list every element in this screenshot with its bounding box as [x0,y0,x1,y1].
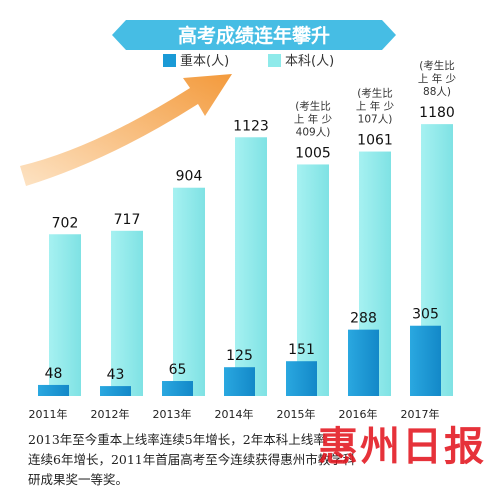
legend-swatch-dark [163,54,176,67]
value-label-benke: 904 [176,169,203,185]
value-label-zhongben: 43 [107,367,125,383]
legend: 重本(人) 本科(人) [163,53,334,69]
caption-line-3: 研成果奖一等奖。 [28,472,129,487]
bar-zhongben-2016年 [348,329,379,396]
x-tick-label: 2015年 [277,407,316,421]
bar-zhongben-2015年 [286,361,317,396]
x-tick-label: 2014年 [215,407,254,421]
bar-zhongben-2014年 [224,367,255,396]
bar-benke-2015年 [297,164,329,396]
value-label-zhongben: 288 [350,311,377,327]
x-tick-label: 2012年 [91,407,130,421]
caption-line-2: 连续6年增长，2011年首届高考至今连续 [28,452,256,467]
watermark-logo: 惠州日报 [318,423,486,470]
x-tick-label: 2013年 [153,407,192,421]
bar-benke-2011年 [49,234,81,396]
annotation-fewer-examinees: (考生比上 年 少 107人) [356,87,394,126]
bar-zhongben-2013年 [162,381,193,396]
rising-arrow-icon [20,74,232,186]
legend-label-light: 本科(人) [285,54,334,69]
value-label-benke: 1005 [295,145,331,161]
value-label-benke: 717 [114,212,141,228]
caption-line-1: 2013年至今重本上线率连续5年增长， [28,432,243,447]
x-tick-label: 2011年 [29,407,68,421]
annotation-fewer-examinees: (考生比上 年 少 88人) [418,59,456,98]
bar-benke-2012年 [111,230,143,396]
chart-title: 高考成绩连年攀升 [178,24,330,47]
bar-zhongben-2017年 [410,325,441,396]
value-label-zhongben: 125 [226,348,253,364]
value-label-benke: 702 [52,215,79,231]
value-label-zhongben: 305 [412,307,439,323]
value-label-zhongben: 151 [288,342,315,358]
legend-swatch-light [268,54,281,67]
bar-benke-2013年 [173,187,205,396]
value-label-zhongben: 65 [169,362,187,378]
x-tick-label: 2017年 [401,407,440,421]
caption-line-2-obscured: 获得惠州市教学科 [255,452,356,467]
value-label-benke: 1061 [357,133,393,149]
bar-zhongben-2012年 [100,386,131,396]
title-banner: 高考成绩连年攀升 [112,20,396,50]
x-tick-label: 2016年 [339,407,378,421]
caption-line-1-obscured: 2年本科上线率 [242,432,326,447]
caption: 2013年至今重本上线率连续5年增长，2年本科上线率 连续6年增长，2011年首… [28,430,483,490]
legend-label-dark: 重本(人) [180,53,229,69]
bar-zhongben-2011年 [38,384,69,396]
bar-benke-2014年 [235,137,267,396]
value-label-benke: 1180 [419,105,455,121]
annotation-fewer-examinees: (考生比上 年 少 409人) [294,99,332,138]
value-label-zhongben: 48 [45,366,63,382]
value-label-benke: 1123 [233,118,269,134]
